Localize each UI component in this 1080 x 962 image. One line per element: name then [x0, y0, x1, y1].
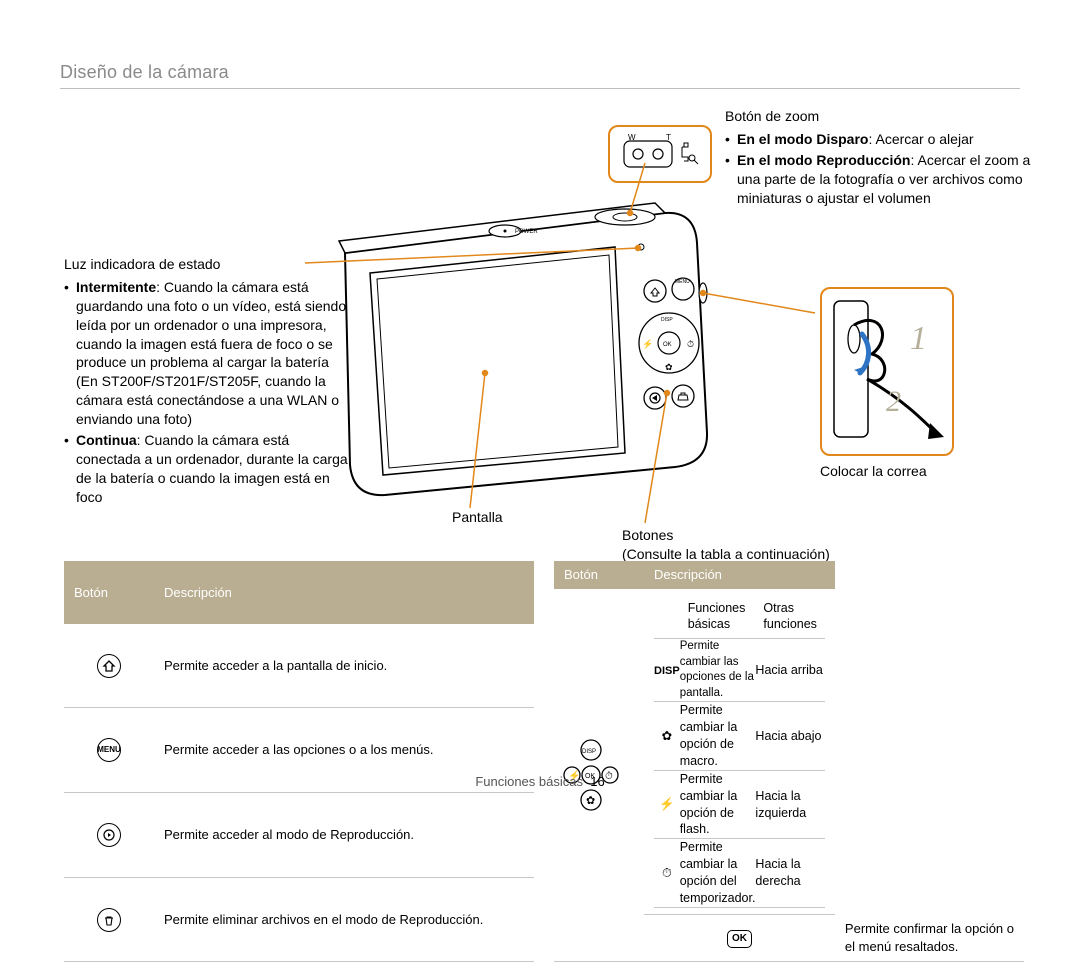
tbl1-r3: Permite eliminar archivos en el modo de … [154, 877, 534, 962]
tbl2-ih0: Funciones básicas [680, 595, 756, 639]
zoom-item2-bold: En el modo Reproducción [737, 152, 910, 168]
svg-text:DISP: DISP [582, 749, 596, 755]
zoom-item1-bold: En el modo Disparo [737, 131, 868, 147]
macro-icon: ✿ [662, 729, 672, 743]
strap-step-1: 1 [910, 320, 927, 357]
svg-text:⚡: ⚡ [642, 338, 653, 350]
table-row: Permite acceder al modo de Reproducción. [64, 792, 534, 877]
tbl1-r0: Permite acceder a la pantalla de inicio. [154, 624, 534, 708]
footer-page: 16 [590, 774, 604, 789]
svg-text:✿: ✿ [586, 795, 595, 807]
svg-text:⏱: ⏱ [687, 339, 694, 349]
zoom-callout: W T [608, 125, 712, 188]
tbl1-h1: Botón [64, 561, 154, 624]
page-title: Diseño de la cámara [60, 60, 1020, 89]
svg-text:✿: ✿ [665, 362, 673, 372]
menu-icon: MENU [97, 738, 121, 762]
strap-step-2: 2 [886, 385, 901, 418]
tbl2-r0o: Hacia arriba [755, 639, 825, 702]
left-button-table: Botón Descripción Permite acceder a la p… [64, 561, 534, 962]
zoom-heading: Botón de zoom [725, 107, 1035, 126]
botones-label: Botones (Consulte la tabla a continuació… [622, 526, 842, 564]
zoom-item1-rest: : Acercar o alejar [868, 131, 973, 147]
menu-label-small: MENU [675, 279, 690, 285]
botones-label-sub: (Consulte la tabla a continuación) [622, 546, 830, 562]
home-icon [97, 654, 121, 678]
pantalla-label: Pantalla [452, 508, 503, 527]
timer-icon: ⏱ [662, 866, 672, 880]
flash-icon: ⚡ [659, 797, 675, 811]
tbl2-ok: Permite confirmar la opción o el menú re… [835, 914, 1024, 962]
status-led-description: Luz indicadora de estado Intermitente: C… [64, 255, 354, 509]
tbl2-r1o: Hacia abajo [755, 702, 825, 771]
tbl2-r1f: Permite cambiar la opción de macro. [680, 702, 756, 771]
power-label: POWER [515, 229, 538, 235]
footer-section: Funciones básicas [475, 774, 583, 789]
tbl2-ih1: Otras funciones [755, 595, 825, 639]
table-row: Permite eliminar archivos en el modo de … [64, 877, 534, 962]
zoom-t-label: T [666, 133, 671, 142]
tbl1-r2: Permite acceder al modo de Reproducción. [154, 792, 534, 877]
trash-icon [97, 908, 121, 932]
play-icon [97, 823, 121, 847]
table-row: Permite acceder a la pantalla de inicio. [64, 624, 534, 708]
status-led-heading: Luz indicadora de estado [64, 255, 354, 274]
botones-label-text: Botones [622, 527, 673, 543]
tbl2-h1: Botón [554, 561, 644, 589]
ok-label-small: OK [663, 342, 672, 348]
disp-label-small: DISP [661, 317, 673, 323]
zoom-description: Botón de zoom En el modo Disparo: Acerca… [725, 107, 1035, 209]
disp-icon: DISP [654, 665, 680, 677]
strap-callout: 1 2 Colocar la correa [820, 287, 954, 481]
led-item2-bold: Continua [76, 432, 137, 448]
right-button-table: Botón Descripción OK DISP ✿ ⚡ ⏱ [554, 561, 1024, 962]
tbl2-r3f: Permite cambiar la opción del temporizad… [680, 839, 756, 908]
tbl2-r3o: Hacia la derecha [755, 839, 825, 908]
led-item1-bold: Intermitente [76, 279, 156, 295]
tbl1-h2: Descripción [154, 561, 534, 624]
camera-illustration: POWER MENU OK DISP ✿ ⚡ ⏱ [315, 203, 725, 508]
zoom-w-label: W [628, 133, 636, 142]
page-footer: Funciones básicas 16 [0, 773, 1080, 791]
table-row: OK DISP ✿ ⚡ ⏱ Func [554, 589, 1024, 915]
tbl2-h2: Descripción [644, 561, 835, 589]
led-item1-rest: : Cuando la cámara está guardando una fo… [76, 279, 346, 427]
strap-label: Colocar la correa [820, 462, 954, 481]
ok-icon: OK [727, 930, 752, 948]
tbl2-r0f: Permite cambiar las opciones de la panta… [680, 639, 756, 702]
